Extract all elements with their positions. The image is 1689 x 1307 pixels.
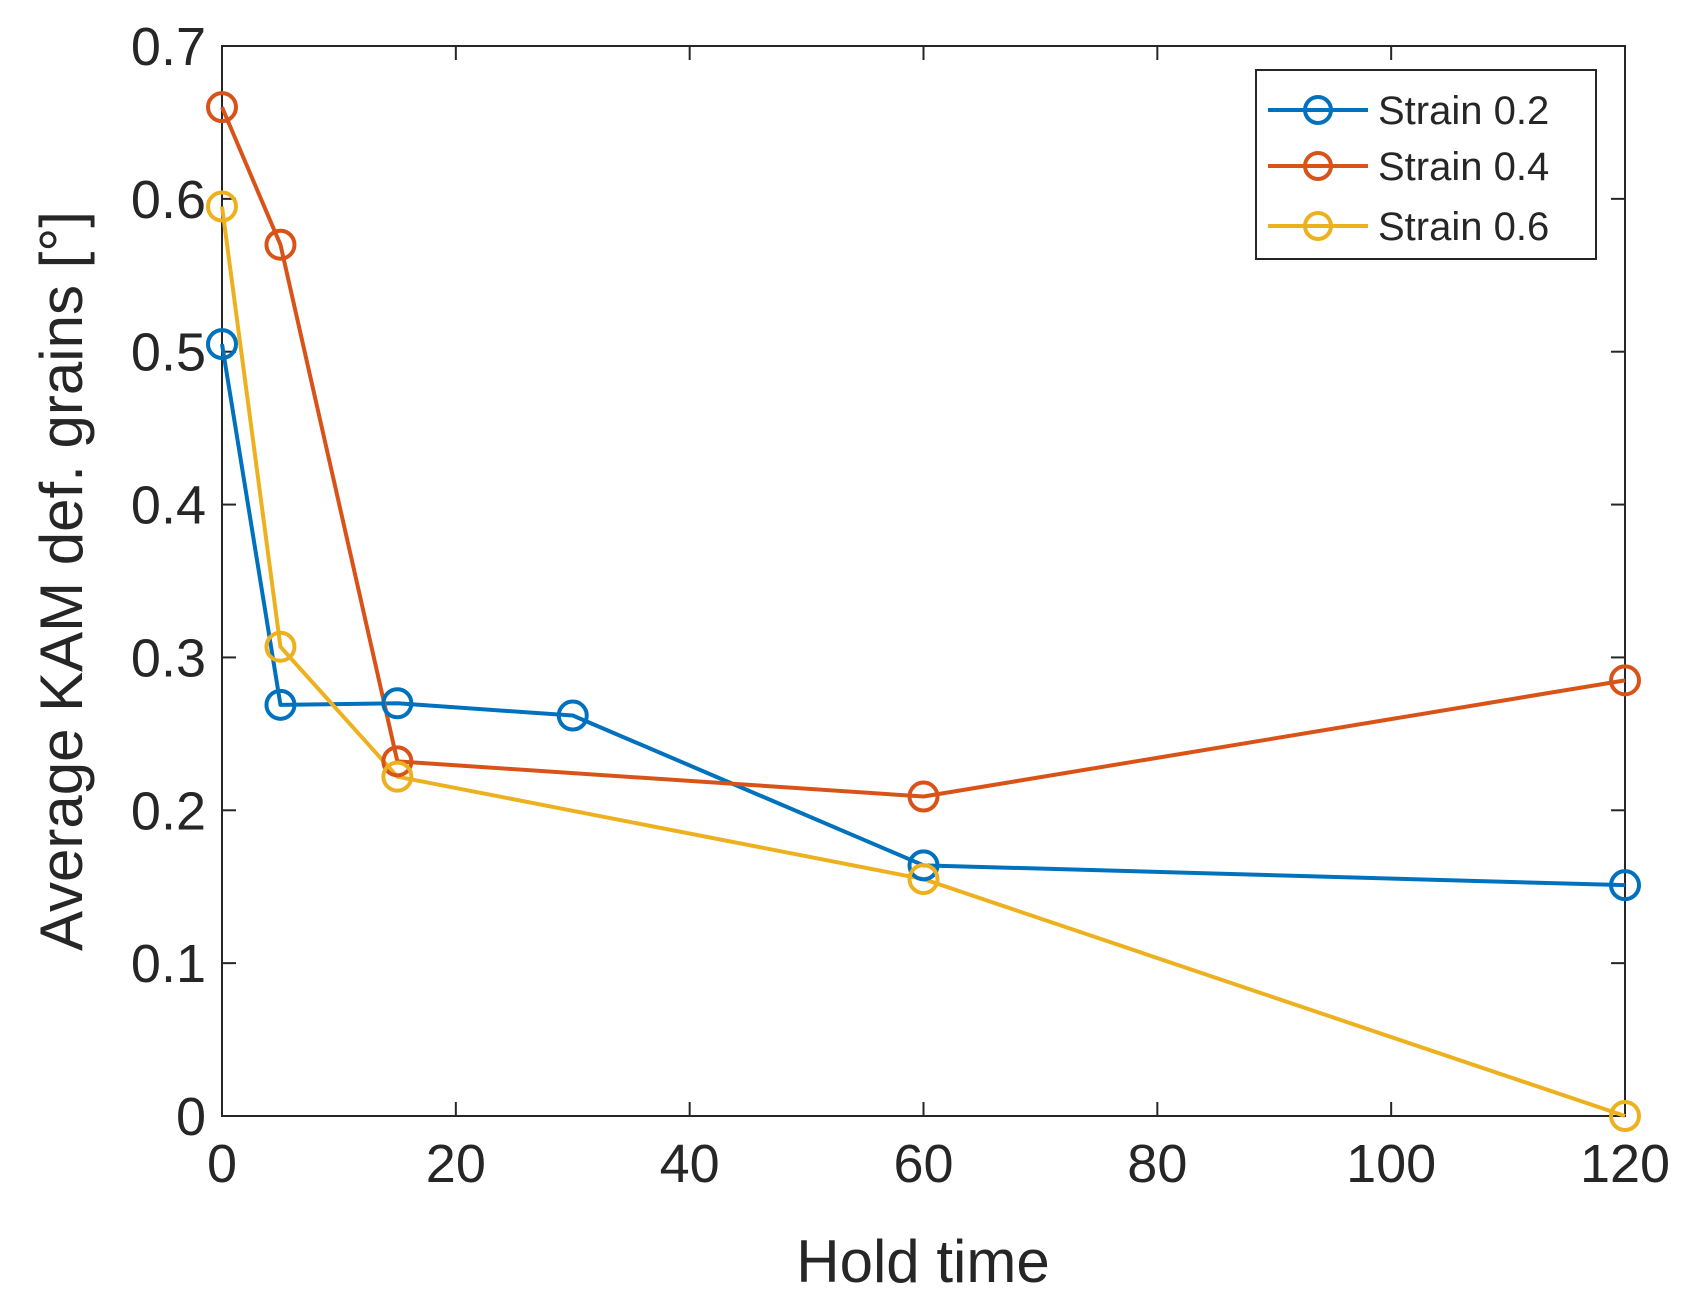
data-point-series-1 bbox=[1609, 664, 1641, 697]
legend-marker-2 bbox=[1303, 211, 1333, 241]
y-axis-label: Average KAM def. grains [°] bbox=[28, 211, 95, 951]
legend-label-1: Strain 0.4 bbox=[1378, 145, 1549, 189]
data-point-series-2 bbox=[264, 630, 297, 663]
y-tick-label: 0.7 bbox=[131, 17, 206, 77]
y-tick-label: 0 bbox=[176, 1087, 206, 1147]
legend-label-0: Strain 0.2 bbox=[1378, 89, 1549, 133]
x-tick-label: 100 bbox=[1346, 1134, 1436, 1194]
legend: Strain 0.2 Strain 0.4 Strain 0.6 bbox=[1255, 69, 1597, 260]
y-tick-label: 0.2 bbox=[131, 781, 206, 841]
legend-marker-0 bbox=[1303, 95, 1333, 125]
data-point-series-0 bbox=[206, 328, 238, 361]
data-point-series-0 bbox=[907, 849, 940, 882]
data-point-series-2 bbox=[206, 190, 238, 223]
y-tick-label: 0.4 bbox=[131, 476, 206, 536]
x-tick-label: 0 bbox=[207, 1134, 237, 1194]
x-axis-label: Hold time bbox=[796, 1228, 1049, 1295]
y-tick-label: 0.3 bbox=[131, 628, 206, 688]
data-point-series-2 bbox=[907, 863, 940, 896]
legend-marker-1 bbox=[1303, 151, 1333, 181]
data-point-series-0 bbox=[1609, 869, 1641, 902]
data-point-series-2 bbox=[1609, 1100, 1641, 1132]
legend-label-2: Strain 0.6 bbox=[1378, 205, 1549, 249]
x-tick-label: 80 bbox=[1127, 1134, 1187, 1194]
data-point-series-0 bbox=[556, 699, 589, 732]
x-tick-label: 20 bbox=[426, 1134, 486, 1194]
data-point-series-1 bbox=[264, 228, 297, 261]
y-tick-label: 0.1 bbox=[131, 934, 206, 994]
x-tick-label: 40 bbox=[660, 1134, 720, 1194]
data-point-series-1 bbox=[206, 91, 238, 124]
x-tick-label: 60 bbox=[893, 1134, 953, 1194]
series-line-0 bbox=[220, 343, 1626, 888]
data-point-series-2 bbox=[381, 760, 414, 793]
y-tick-label: 0.5 bbox=[131, 323, 206, 383]
data-point-series-1 bbox=[907, 780, 940, 813]
data-point-series-0 bbox=[381, 687, 414, 720]
y-tick-label: 0.6 bbox=[131, 170, 206, 230]
data-point-series-1 bbox=[381, 745, 414, 778]
x-tick-label: 120 bbox=[1580, 1134, 1670, 1194]
data-point-series-0 bbox=[264, 688, 297, 721]
